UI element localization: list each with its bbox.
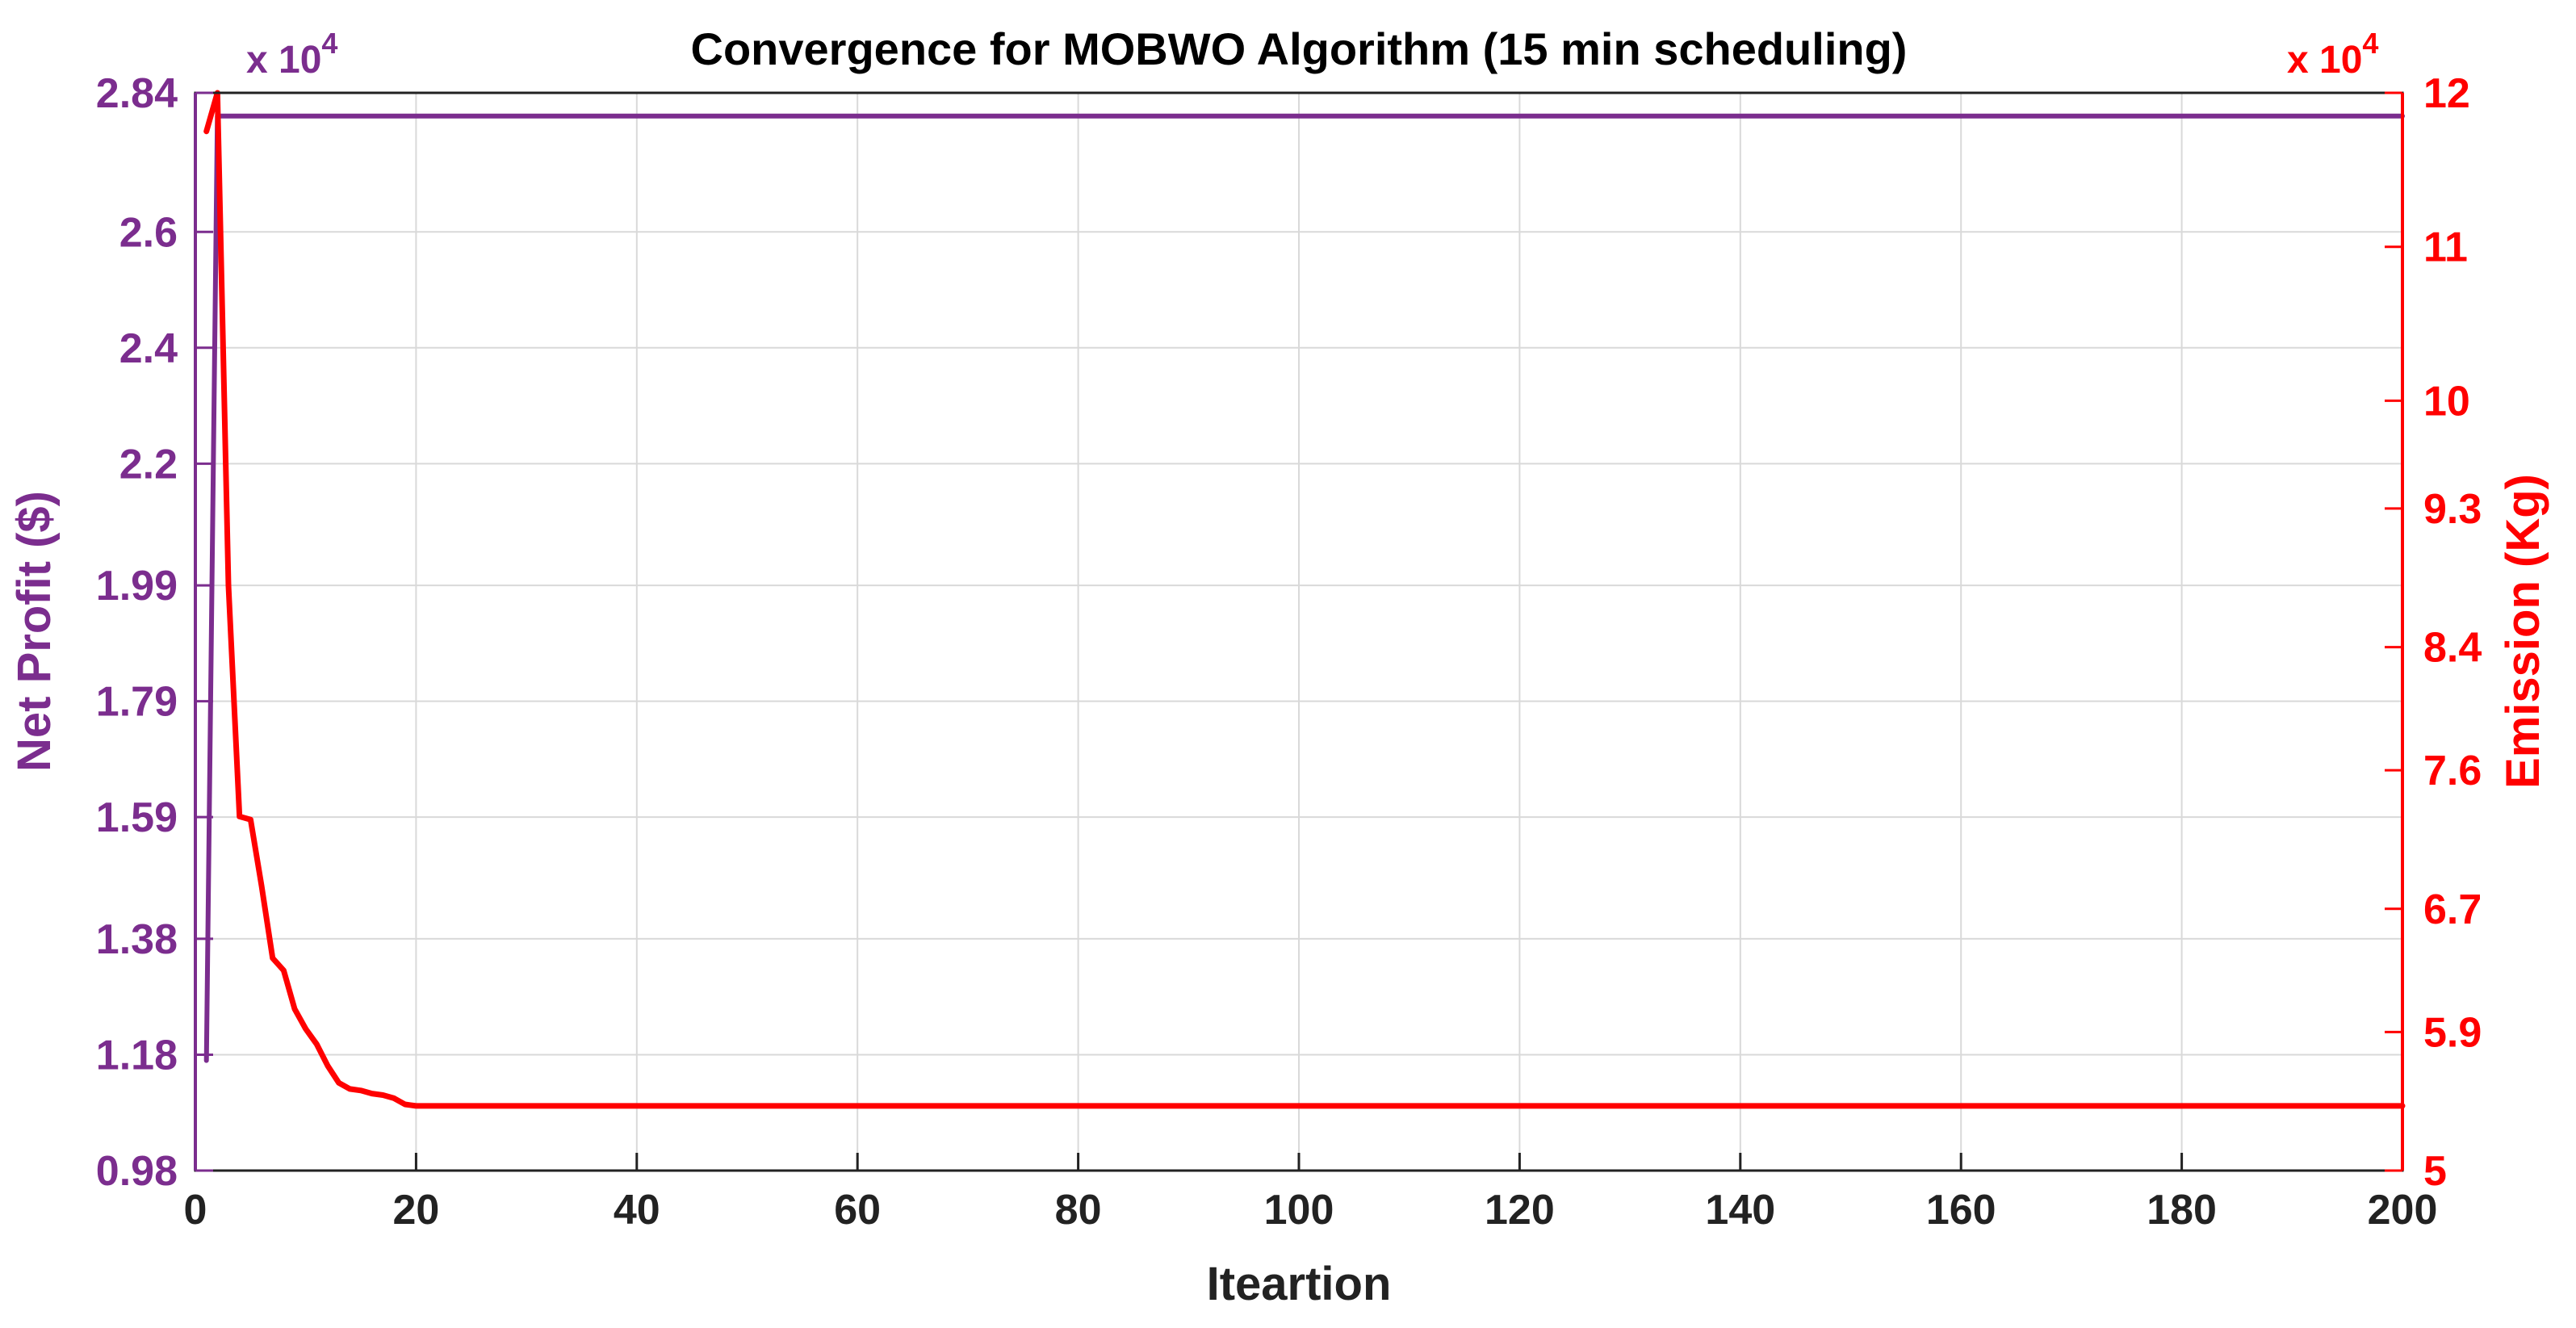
left-y-axis: 0.98 1.18 1.38 1.59 1.79 1.99 2.2 2.4 2.6 2.84: [96, 70, 213, 1195]
right-tick-label: 7.6: [2423, 748, 2482, 794]
x-tick-label: 60: [834, 1187, 881, 1234]
right-tick-label: 10: [2423, 378, 2470, 425]
right-tick-label: 12: [2423, 70, 2470, 117]
emission-series-line: [203, 90, 2406, 1109]
x-tick-label: 160: [1926, 1187, 1996, 1234]
right-tick-label: 11: [2423, 224, 2468, 271]
right-exponent-power: 4: [2362, 27, 2378, 60]
left-tick-label: 1.99: [96, 563, 178, 610]
left-tick-label: 2.6: [119, 209, 178, 256]
chart-title: Convergence for MOBWO Algorithm (15 min …: [691, 23, 1908, 74]
x-tick-label: 0: [184, 1187, 207, 1234]
left-y-axis-label: Net Profit ($): [8, 491, 61, 772]
left-axis-exponent: x 104: [246, 27, 337, 82]
net-profit-series-line: [203, 113, 2405, 1063]
left-tick-label: 2.84: [96, 70, 178, 117]
x-tick-label: 200: [2368, 1187, 2438, 1234]
right-tick-label: 6.7: [2423, 886, 2482, 933]
left-tick-label: 0.98: [96, 1148, 178, 1195]
x-axis: 0 20 40 60 80 100 120 140 160 180 200: [184, 1153, 2438, 1234]
grid: [195, 93, 2402, 1171]
left-tick-label: 1.38: [96, 916, 178, 963]
right-tick-label: 5: [2423, 1148, 2447, 1195]
right-exponent-base: x 10: [2287, 39, 2362, 82]
left-exponent-power: 4: [321, 27, 337, 60]
left-tick-label: 2.4: [119, 325, 178, 372]
x-tick-label: 180: [2147, 1187, 2217, 1234]
x-tick-label: 140: [1705, 1187, 1775, 1234]
left-tick-label: 2.2: [119, 441, 178, 488]
right-y-axis: 5 5.9 6.7 7.6 8.4 9.3 10 11 12: [2385, 70, 2482, 1195]
right-tick-label: 8.4: [2423, 625, 2482, 672]
left-tick-label: 1.18: [96, 1032, 178, 1079]
right-tick-label: 9.3: [2423, 486, 2482, 533]
x-axis-label: Iteartion: [1207, 1258, 1392, 1310]
x-tick-label: 80: [1055, 1187, 1102, 1234]
x-tick-label: 120: [1485, 1187, 1555, 1234]
right-axis-exponent: x 104: [2287, 27, 2378, 82]
series-lines: [203, 90, 2406, 1109]
left-tick-label: 1.79: [96, 679, 178, 726]
left-exponent-base: x 10: [246, 39, 321, 82]
x-tick-label: 100: [1264, 1187, 1334, 1234]
right-y-axis-label: Emission (Kg): [2497, 474, 2549, 789]
right-tick-label: 5.9: [2423, 1009, 2482, 1056]
x-tick-label: 40: [614, 1187, 660, 1234]
left-tick-label: 1.59: [96, 794, 178, 841]
x-tick-label: 20: [392, 1187, 439, 1234]
